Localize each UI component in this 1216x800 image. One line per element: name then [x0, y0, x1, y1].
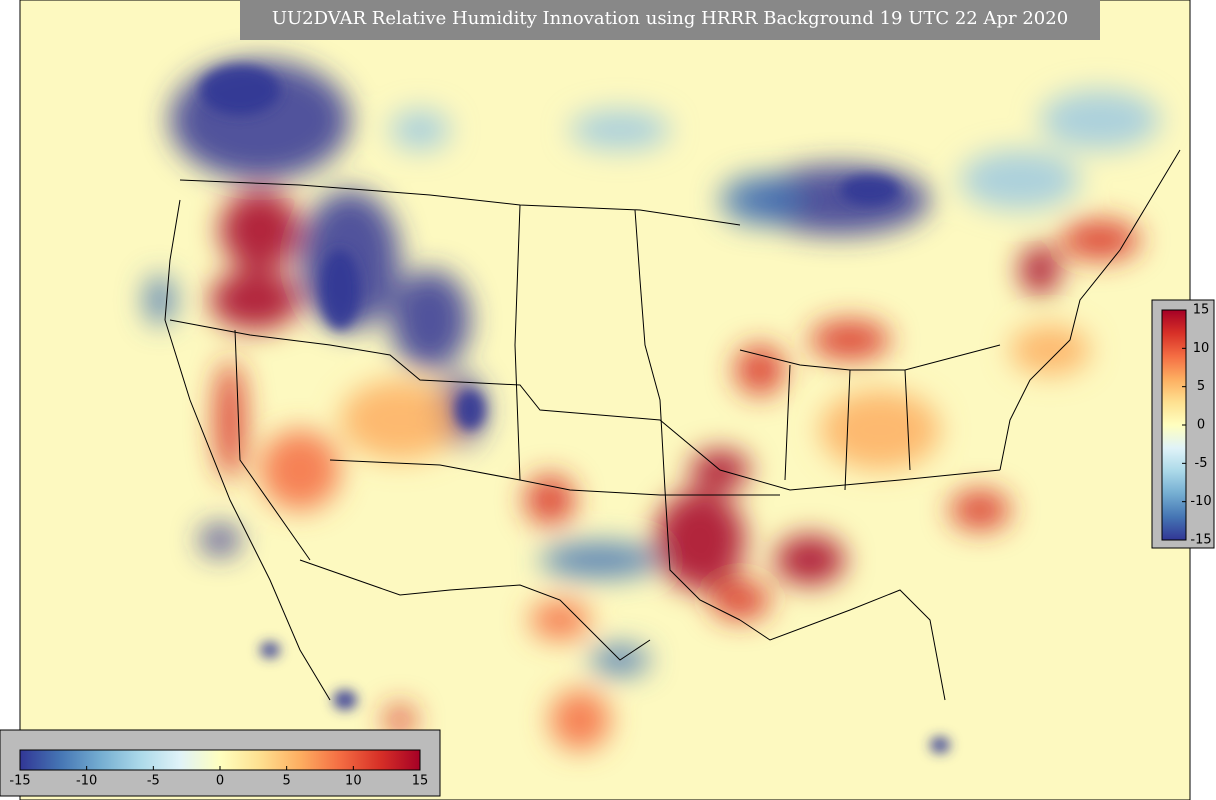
field-blob: [810, 320, 890, 360]
field-blob: [340, 380, 460, 460]
coast: [739, 589, 946, 701]
field-blob: [385, 705, 415, 735]
state-line: [169, 319, 1001, 491]
field-blob: [333, 690, 357, 710]
tick-label: -5: [1195, 456, 1208, 471]
state-line: [234, 329, 311, 561]
tick-label: 10: [1193, 341, 1210, 356]
field-blob: [260, 642, 280, 658]
coast: [164, 199, 331, 701]
border-line: [299, 559, 651, 661]
field-blob: [145, 275, 175, 325]
tick-label: 15: [1193, 303, 1210, 318]
field-blob: [260, 430, 340, 510]
field-blob: [540, 542, 660, 578]
field-blob: [570, 110, 670, 150]
title: UU2DVAR Relative Humidity Innovation usi…: [272, 8, 1068, 29]
field-blob: [455, 390, 485, 430]
field-blob: [655, 490, 745, 590]
innovation-field: [145, 60, 1160, 750]
field-blob: [210, 270, 300, 330]
field-blob: [775, 535, 845, 585]
field-blob: [735, 345, 785, 395]
tick-label: 5: [283, 774, 291, 789]
tick-label: 5: [1197, 379, 1205, 394]
state-line: [329, 459, 521, 481]
field-blob: [550, 690, 610, 750]
tick-label: 0: [216, 774, 224, 789]
title-box: [240, 0, 1100, 40]
coast: [999, 149, 1181, 471]
state-line: [784, 364, 911, 491]
tick-label: -10: [76, 774, 97, 789]
innovation-detail: [200, 65, 950, 753]
field-blob: [525, 475, 575, 525]
field-blob: [720, 175, 800, 225]
boundaries: [164, 149, 1181, 701]
field-blob: [930, 737, 950, 753]
state-line: [514, 204, 780, 496]
map-area: [20, 0, 1190, 800]
field-blob: [840, 175, 900, 205]
field-blob: [1010, 325, 1090, 375]
tick-label: 15: [412, 774, 429, 789]
field-blob: [530, 600, 590, 640]
field-blob: [820, 390, 940, 470]
tick-label: -10: [1190, 494, 1211, 509]
field-blob: [390, 270, 470, 370]
tick-label: 0: [1197, 418, 1205, 433]
field-blob: [215, 360, 245, 480]
field-blob: [1060, 220, 1140, 260]
field-blob: [960, 150, 1080, 210]
field-blob: [710, 580, 770, 620]
border-line: [179, 179, 741, 226]
field-blob: [200, 65, 280, 115]
field-blob: [1040, 90, 1160, 150]
tick-label: -5: [147, 774, 160, 789]
field-blob: [320, 250, 360, 330]
state-line: [634, 209, 741, 621]
field-blob: [200, 525, 240, 555]
field-blob: [1020, 245, 1060, 295]
field-blob: [390, 110, 450, 150]
field-blob: [220, 190, 300, 270]
tick-label: -15: [1190, 533, 1211, 548]
field-blob: [950, 490, 1010, 530]
tick-label: 10: [345, 774, 362, 789]
tick-label: -15: [9, 774, 30, 789]
